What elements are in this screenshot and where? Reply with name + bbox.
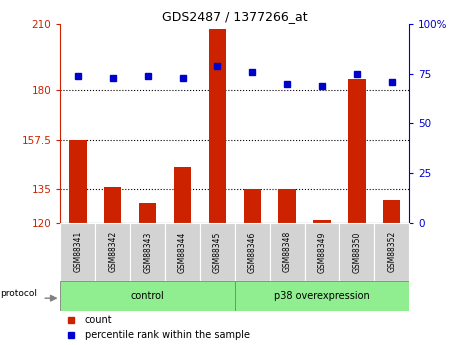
Title: GDS2487 / 1377266_at: GDS2487 / 1377266_at — [162, 10, 308, 23]
Text: GSM88342: GSM88342 — [108, 231, 117, 273]
Bar — [339, 223, 374, 281]
Bar — [374, 223, 409, 281]
Bar — [200, 223, 235, 281]
Bar — [95, 223, 130, 281]
Text: GSM88349: GSM88349 — [318, 231, 326, 273]
Text: percentile rank within the sample: percentile rank within the sample — [85, 331, 250, 340]
Bar — [235, 281, 409, 310]
Bar — [209, 29, 226, 223]
Text: GSM88343: GSM88343 — [143, 231, 152, 273]
Text: protocol: protocol — [0, 289, 37, 298]
Bar — [139, 203, 156, 223]
Bar — [313, 220, 331, 223]
Bar — [60, 281, 235, 310]
Text: GSM88341: GSM88341 — [73, 231, 82, 273]
Bar — [305, 223, 339, 281]
Text: GSM88346: GSM88346 — [248, 231, 257, 273]
Bar — [383, 200, 400, 223]
Bar — [174, 167, 191, 223]
Text: control: control — [131, 291, 165, 301]
Bar — [348, 79, 365, 223]
Text: GSM88348: GSM88348 — [283, 231, 292, 273]
Bar — [69, 140, 86, 223]
Bar — [104, 187, 121, 223]
Bar — [130, 223, 165, 281]
Text: p38 overexpression: p38 overexpression — [274, 291, 370, 301]
Bar — [60, 223, 95, 281]
Text: count: count — [85, 315, 113, 325]
Text: GSM88345: GSM88345 — [213, 231, 222, 273]
Bar — [270, 223, 305, 281]
Bar — [244, 189, 261, 223]
Text: GSM88352: GSM88352 — [387, 231, 396, 273]
Bar — [235, 223, 270, 281]
Text: GSM88344: GSM88344 — [178, 231, 187, 273]
Bar — [165, 223, 200, 281]
Bar — [279, 189, 296, 223]
Text: GSM88350: GSM88350 — [352, 231, 361, 273]
